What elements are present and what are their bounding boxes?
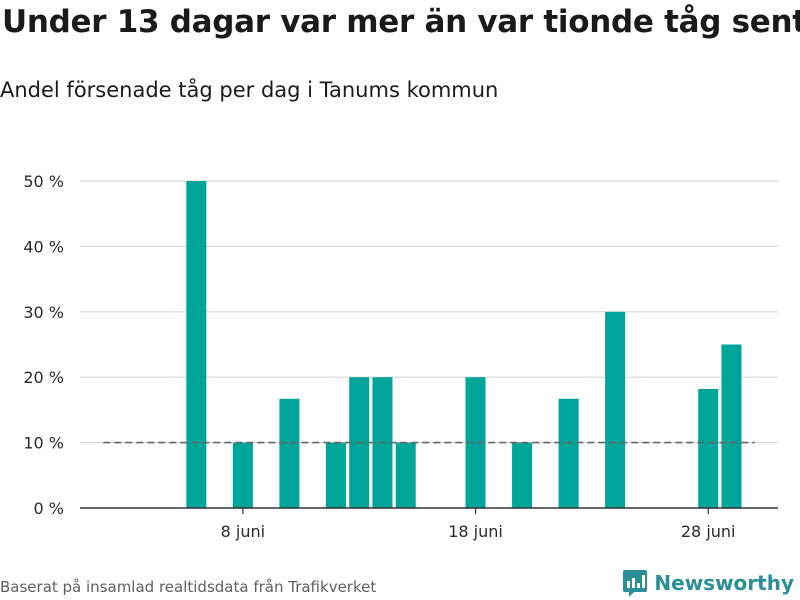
bar bbox=[698, 388, 719, 508]
bar bbox=[465, 377, 486, 508]
y-tick-label: 10 % bbox=[23, 434, 64, 453]
newsworthy-logo-icon bbox=[623, 570, 648, 597]
chart-subtitle: Andel försenade tåg per dag i Tanums kom… bbox=[0, 78, 499, 102]
x-tick-label: 8 juni bbox=[221, 522, 265, 541]
y-tick-label: 40 % bbox=[23, 237, 64, 256]
bar-layer bbox=[186, 181, 742, 508]
x-tick-label: 18 juni bbox=[448, 522, 503, 541]
grid-layer bbox=[80, 180, 778, 444]
source-note: Baserat på insamlad realtidsdata från Tr… bbox=[0, 578, 377, 596]
brand-name: Newsworthy bbox=[654, 571, 794, 595]
bar bbox=[325, 442, 346, 508]
chart-title: Under 13 dagar var mer än var tionde tåg… bbox=[2, 4, 800, 40]
axis-layer: 0 % 10 % 20 % 30 % 40 % 50 % 8 juni 18 juni 28 j… bbox=[23, 172, 778, 541]
y-tick-label: 0 % bbox=[34, 499, 64, 518]
bar bbox=[186, 181, 207, 508]
bar bbox=[605, 311, 626, 508]
bar bbox=[558, 398, 579, 508]
bar bbox=[232, 442, 253, 508]
x-tick-label: 28 juni bbox=[681, 522, 736, 541]
bar bbox=[395, 442, 416, 508]
y-tick-label: 50 % bbox=[23, 172, 64, 191]
y-tick-label: 30 % bbox=[23, 303, 64, 322]
bar bbox=[279, 398, 300, 508]
bar bbox=[512, 442, 533, 508]
y-tick-label: 20 % bbox=[23, 368, 64, 387]
bar bbox=[721, 344, 742, 508]
brand-logo: Newsworthy bbox=[622, 568, 794, 598]
